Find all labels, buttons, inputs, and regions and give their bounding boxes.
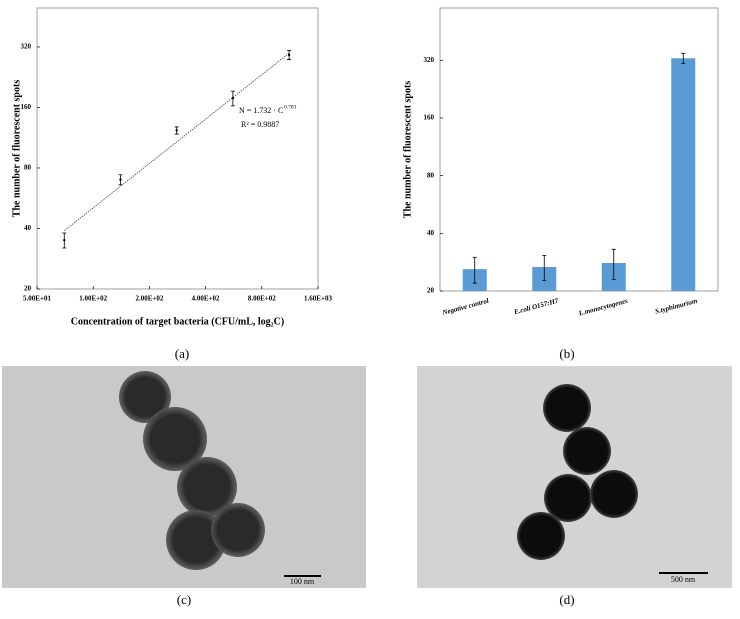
- particles-c: [119, 371, 265, 570]
- y-tick-label: 20: [427, 287, 435, 295]
- y-tick-label: 320: [424, 56, 435, 64]
- x-axis-title: Concentration of target bacteria (CFU/mL…: [71, 316, 285, 327]
- panel-label: (d): [559, 592, 574, 607]
- fit-line: [64, 52, 290, 232]
- data-point: [119, 178, 122, 181]
- y-tick-label: 40: [24, 224, 32, 232]
- y-tick-label: 40: [427, 229, 435, 237]
- scale-bar-label: 500 nm: [671, 575, 696, 584]
- y-tick-label: 320: [21, 43, 32, 51]
- error-bar: [542, 254, 547, 281]
- y-tick-label: 20: [24, 285, 32, 293]
- particles-d: [517, 384, 638, 560]
- y-tick-label: 160: [21, 103, 32, 111]
- y-tick-label: 80: [24, 164, 32, 172]
- x-tick-label: 4.00E+02: [192, 295, 220, 303]
- x-tick-label: E.coli O157:H7: [512, 297, 559, 317]
- x-tick-label: 2.00E+02: [135, 295, 163, 303]
- bar: [671, 58, 696, 291]
- data-point: [175, 129, 178, 132]
- data-point: [287, 53, 291, 57]
- annotation: R² = 0.9887: [241, 120, 279, 129]
- x-tick-label: L.monocytogenes: [577, 297, 629, 318]
- annotation-superscript: 0.783: [284, 104, 297, 110]
- scale-bar-label: 100 nm: [290, 577, 315, 586]
- data-point: [231, 96, 235, 100]
- data-point: [63, 238, 66, 242]
- y-axis-title: The number of fluorescent spots: [402, 81, 413, 219]
- plot-frame: [439, 7, 719, 292]
- y-tick-label: 160: [424, 114, 435, 122]
- y-tick-label: 80: [427, 171, 435, 179]
- x-tick-label: 1.60E+03: [304, 295, 332, 303]
- y-axis-title: The number of fluorescent spots: [11, 80, 22, 218]
- x-tick-label: 1.00E+02: [79, 295, 107, 303]
- panel-label: (b): [559, 346, 574, 361]
- plot-frame: [36, 7, 319, 290]
- x-tick-label: 5.00E+01: [23, 295, 51, 303]
- annotation: N = 1.732 · C: [239, 106, 283, 115]
- error-bar: [611, 248, 616, 280]
- error-bar: [472, 256, 477, 284]
- x-tick-label: Negative control: [441, 297, 490, 317]
- error-bar: [681, 52, 686, 64]
- x-tick-label: 8.00E+02: [248, 295, 276, 303]
- x-tick-label: S.typhimurium: [654, 297, 699, 316]
- panel-label: (a): [175, 346, 189, 361]
- panel-label: (c): [177, 592, 191, 607]
